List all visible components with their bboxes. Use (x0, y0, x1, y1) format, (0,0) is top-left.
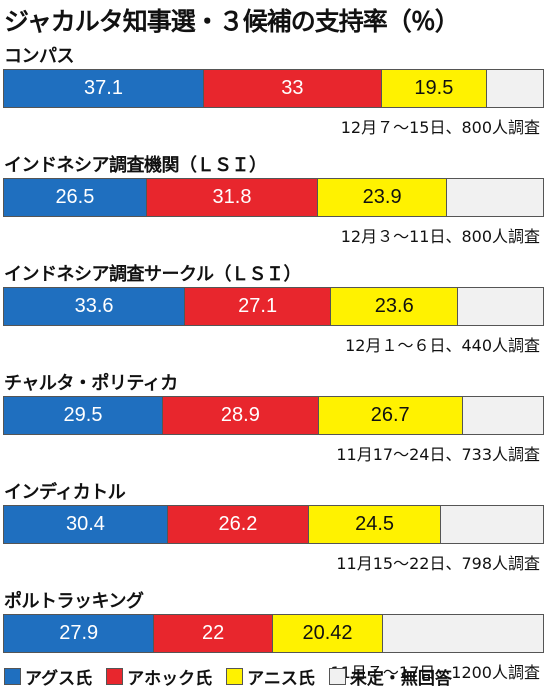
stacked-bar: 26.5 31.8 23.9 (3, 178, 544, 217)
poll-bars-chart: コンパス 37.1 33 19.5 12月７～15日、800人調査 インドネシア調査機関（… (0, 42, 550, 682)
legend-item: アグス氏 (4, 664, 92, 689)
poll-name: チャルタ・ポリティカ (4, 373, 178, 394)
legend-item: アニス氏 (226, 664, 315, 689)
poll-row: インドネシア調査機関（ＬＳＩ） 26.5 31.8 23.9 12月３～11日、800人… (0, 151, 550, 261)
bar-segment: 29.5 (4, 397, 163, 434)
stacked-bar: 33.6 27.1 23.6 (3, 287, 544, 326)
bar-segment-undecided (486, 70, 543, 107)
bar-segment: 28.9 (163, 397, 319, 434)
bar-segment: 31.8 (146, 179, 319, 216)
bar-segment: 33.6 (4, 288, 186, 325)
poll-name: ポルトラッキング (4, 591, 144, 612)
poll-note: 12月７～15日、800人調査 (340, 118, 540, 137)
stacked-bar: 37.1 33 19.5 (3, 69, 544, 108)
poll-row: コンパス 37.1 33 19.5 12月７～15日、800人調査 (0, 42, 550, 152)
poll-row: インドネシア調査サークル（ＬＳＩ） 33.6 27.1 23.6 12月１～６日、440… (0, 260, 550, 370)
legend-swatch (4, 668, 21, 685)
legend-swatch (106, 668, 124, 685)
bar-segment: 24.5 (309, 506, 442, 543)
bar-segment: 20.42 (272, 615, 384, 652)
bar-segment: 37.1 (4, 70, 204, 107)
chart-title: ジャカルタ知事選・３候補の支持率（％） (4, 7, 460, 36)
legend-label: 未定・無回答 (349, 669, 452, 689)
bar-segment: 23.9 (318, 179, 448, 216)
poll-name: インドネシア調査サークル（ＬＳＩ） (4, 264, 301, 285)
bar-segment: 30.4 (4, 506, 168, 543)
bar-segment-undecided (383, 615, 543, 652)
bar-segment: 26.7 (318, 397, 463, 434)
bar-segment: 26.2 (167, 506, 310, 543)
bar-segment-undecided (462, 397, 543, 434)
bar-segment-undecided (458, 288, 543, 325)
bar-segment: 23.6 (331, 288, 459, 325)
legend: アグス氏 アホック氏 アニス氏 未定・無回答 (4, 664, 452, 689)
bar-segment-undecided (447, 179, 543, 216)
legend-label: アニス氏 (247, 669, 315, 689)
legend-label: アグス氏 (25, 669, 93, 689)
poll-row: ポルトラッキング 27.9 22 20.42 11月７～17日、1200人調査 (0, 587, 550, 697)
poll-note: 12月１～６日、440人調査 (345, 336, 540, 355)
poll-note: 12月３～11日、800人調査 (340, 227, 540, 246)
poll-name: インドネシア調査機関（ＬＳＩ） (4, 155, 267, 176)
bar-segment: 26.5 (4, 179, 147, 216)
stacked-bar: 29.5 28.9 26.7 (3, 396, 544, 435)
poll-row: インディカトル 30.4 26.2 24.5 11月15～22日、798人調査 (0, 478, 550, 588)
bar-segment: 22 (154, 615, 273, 652)
stacked-bar: 27.9 22 20.42 (3, 614, 544, 653)
poll-name: インディカトル (4, 482, 126, 503)
poll-note: 11月17～24日、733人調査 (336, 445, 540, 464)
legend-swatch (328, 668, 346, 685)
bar-segment-undecided (441, 506, 543, 543)
poll-row: チャルタ・ポリティカ 29.5 28.9 26.7 11月17～24日、733人調査 (0, 369, 550, 479)
poll-note: 11月15～22日、798人調査 (336, 554, 540, 573)
poll-name: コンパス (4, 46, 75, 67)
legend-swatch (226, 668, 244, 685)
legend-label: アホック氏 (127, 669, 213, 689)
bar-segment: 27.1 (185, 288, 332, 325)
stacked-bar: 30.4 26.2 24.5 (3, 505, 544, 544)
bar-segment: 19.5 (381, 70, 487, 107)
legend-item: 未定・無回答 (328, 664, 452, 689)
poll-note: 11月７～17日、1200人調査 (330, 663, 540, 682)
bar-segment: 33 (203, 70, 382, 107)
legend-item: アホック氏 (106, 664, 212, 689)
bar-segment: 27.9 (4, 615, 155, 652)
